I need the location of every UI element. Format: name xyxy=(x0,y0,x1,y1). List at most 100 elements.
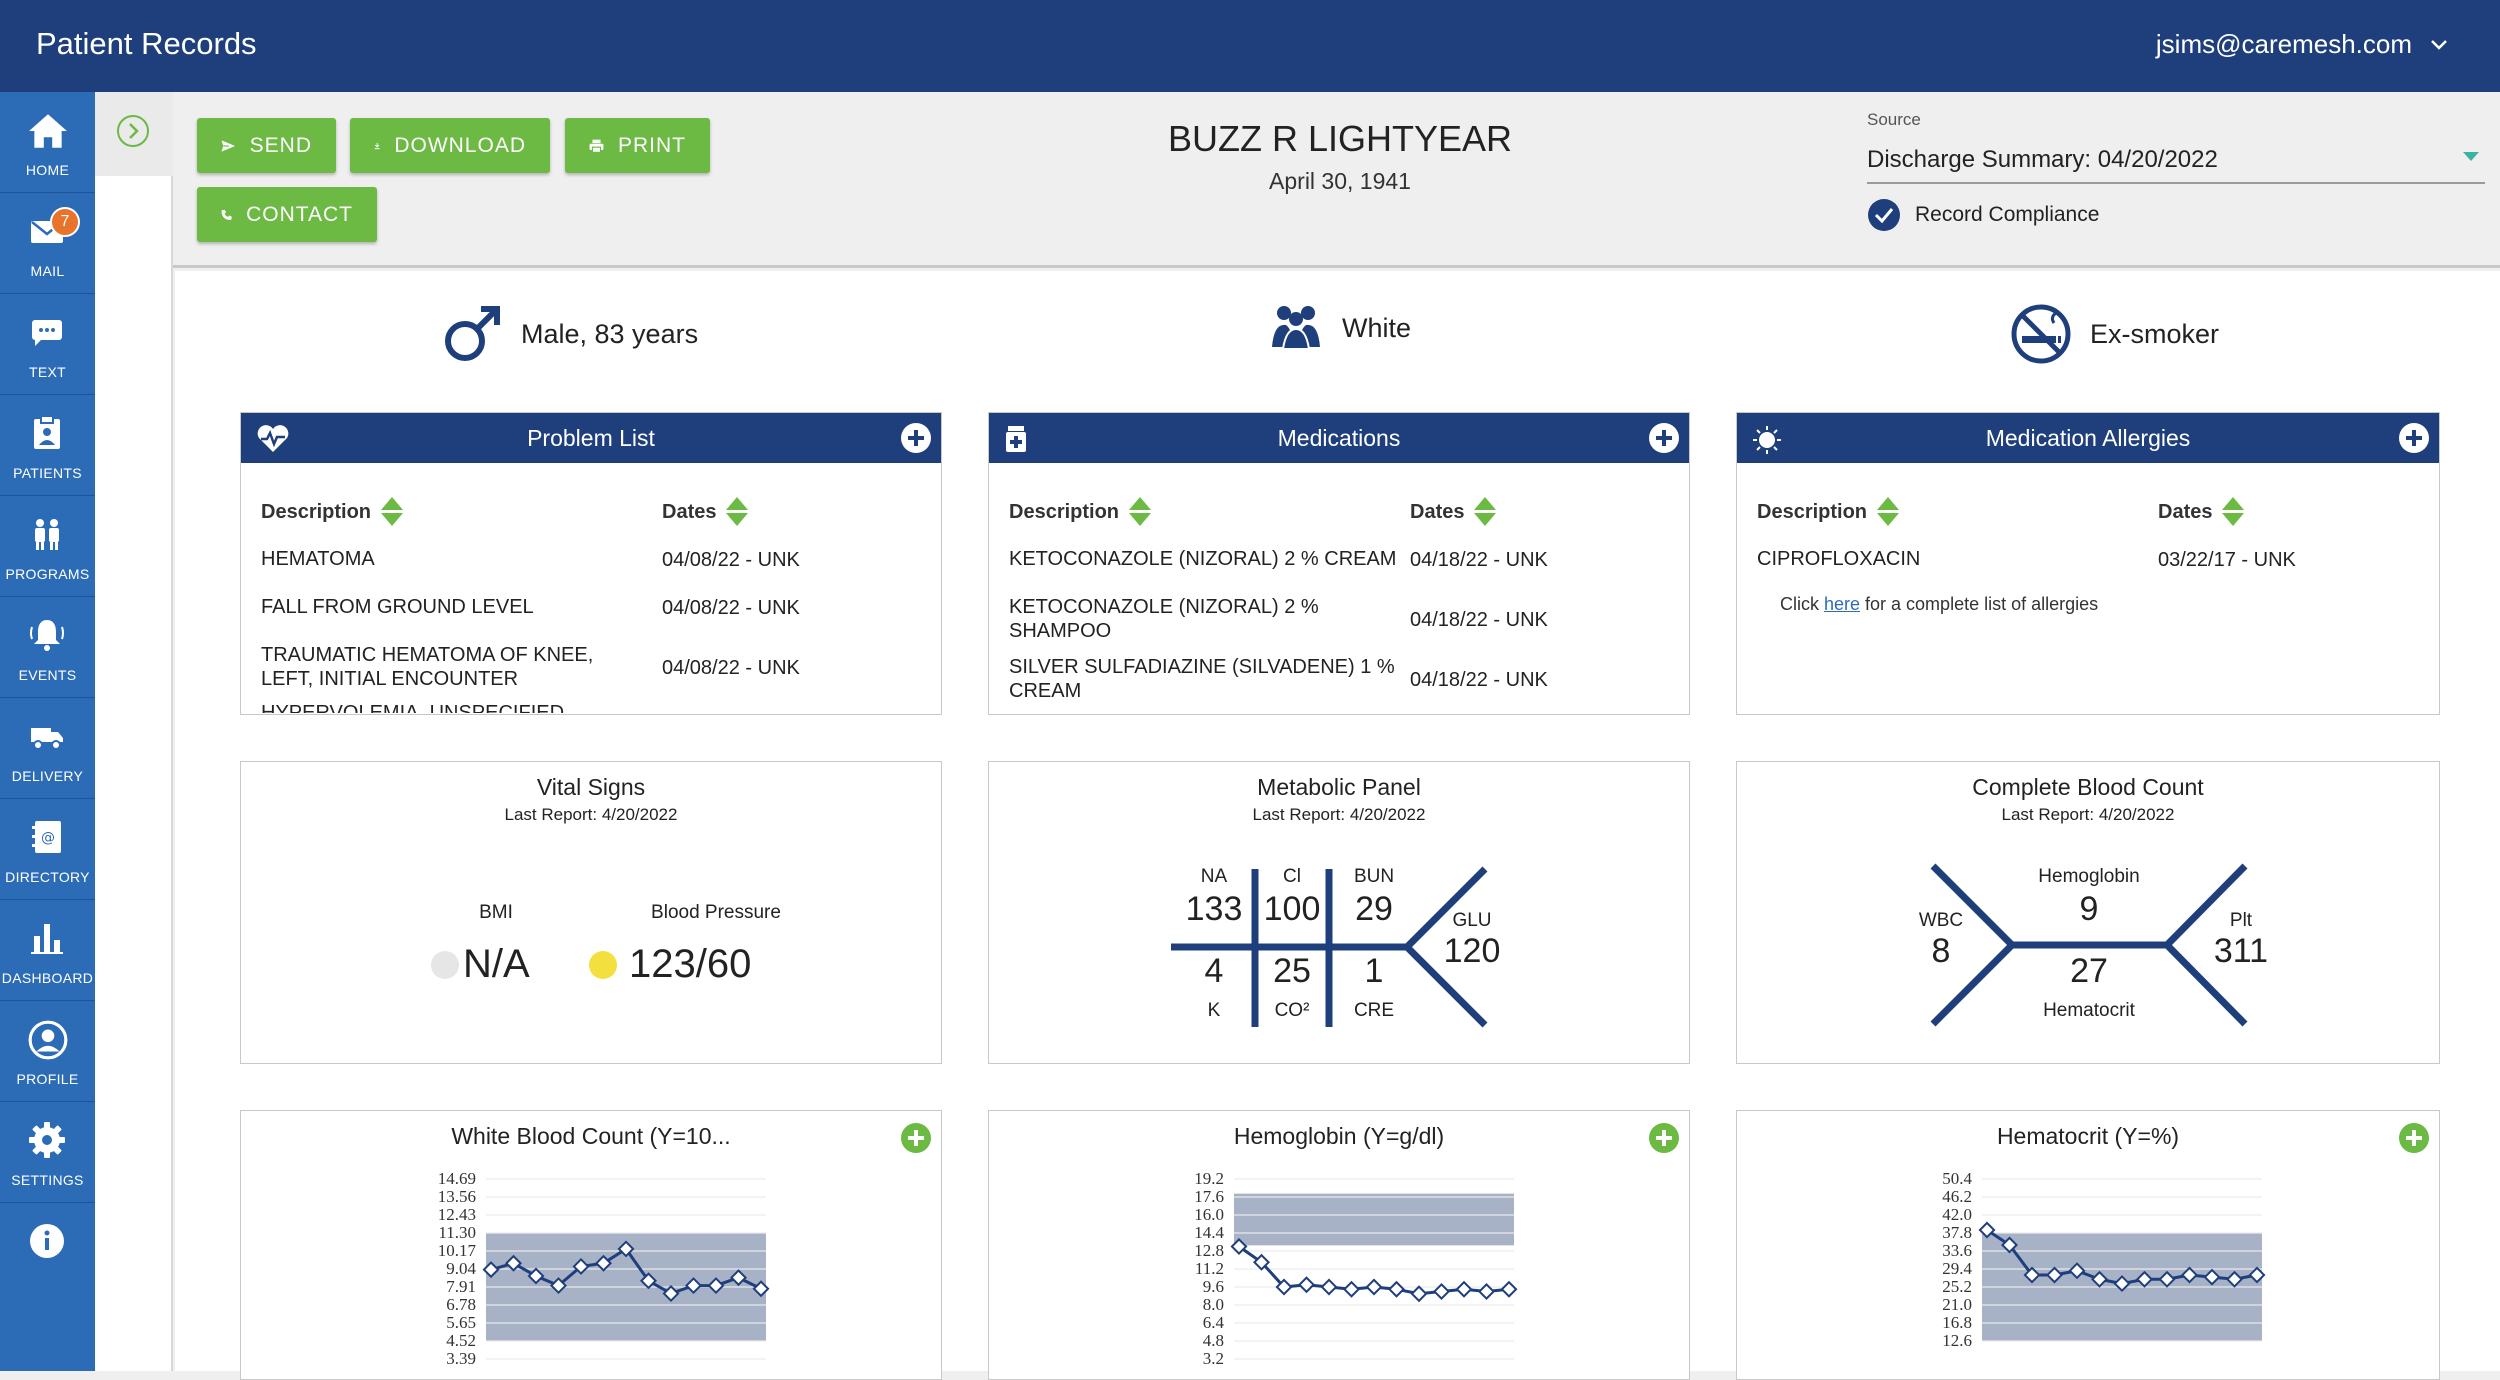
app-title: Patient Records xyxy=(36,26,257,61)
add-wbc-button[interactable] xyxy=(901,1123,931,1153)
blood-pressure-label: Blood Pressure xyxy=(651,902,781,923)
medication-dates-sort[interactable]: Dates xyxy=(1410,497,1497,527)
allergy-icon xyxy=(1753,426,1781,454)
allergies-here-link[interactable]: here xyxy=(1824,594,1861,614)
bun-label: BUN xyxy=(1353,866,1395,887)
medications-card: Medications Description Dates KETOCONAZO… xyxy=(988,412,1690,715)
send-label: SEND xyxy=(249,133,312,157)
co2-value: 25 xyxy=(1273,952,1311,990)
contact-button[interactable]: CONTACT xyxy=(197,187,377,242)
data-point xyxy=(2203,1268,2221,1286)
allergy-description-sort[interactable]: Description xyxy=(1757,497,1900,527)
vital-signs-last-report: Last Report: 4/20/2022 xyxy=(504,805,678,824)
sidebar-item-home[interactable]: HOME xyxy=(0,92,95,193)
contact-label: CONTACT xyxy=(246,202,353,226)
download-icon xyxy=(374,142,380,149)
cbc-fishbone-diagram xyxy=(1930,863,2248,1027)
record-compliance-label: Record Compliance xyxy=(1915,203,2100,226)
bmi-label: BMI xyxy=(479,902,513,923)
hemoglobin-chart-card: Hemoglobin (Y=g/dl) 19.2 17.6 16.0 14.4 12.8… xyxy=(988,1110,1690,1380)
column-header: Description xyxy=(1757,500,1868,523)
y-tick-label: 9.04 xyxy=(446,1259,476,1278)
data-point xyxy=(1478,1283,1495,1300)
bmi-status-dot xyxy=(431,951,459,979)
add-problem-button[interactable] xyxy=(901,423,931,453)
sort-icon xyxy=(726,497,749,527)
y-tick-label: 25.2 xyxy=(1942,1277,1972,1296)
wbc-chart-card: White Blood Count (Y=10... 14.69 13.56 12.… xyxy=(240,1110,942,1380)
y-tick-label: 6.78 xyxy=(446,1295,476,1314)
source-select[interactable]: Discharge Summary: 04/20/2022 xyxy=(1867,138,2485,184)
printer-icon xyxy=(589,139,604,153)
medications-title: Medications xyxy=(1277,425,1401,451)
line-chart: 14.6913.5612.4311.3010.179.047.916.785.6… xyxy=(438,1169,770,1368)
download-button[interactable]: DOWNLOAD xyxy=(350,118,550,173)
sidebar-item-settings[interactable]: SETTINGS xyxy=(0,1102,95,1203)
sidebar-item-label: PROFILE xyxy=(16,1071,79,1087)
heartbeat-icon xyxy=(257,425,289,452)
data-point xyxy=(1275,1278,1293,1296)
vital-signs-title: Vital Signs xyxy=(536,774,646,800)
check-circle-icon xyxy=(1868,199,1900,231)
data-point xyxy=(1298,1276,1315,1294)
column-header: Dates xyxy=(1410,500,1465,523)
sidebar-item-directory[interactable]: @ DIRECTORY xyxy=(0,799,95,900)
y-tick-label: 9.6 xyxy=(1203,1277,1224,1296)
send-button[interactable]: SEND xyxy=(197,118,336,173)
data-point xyxy=(482,1261,500,1279)
sidebar-item-events[interactable]: EVENTS xyxy=(0,597,95,698)
y-tick-label: 14.69 xyxy=(438,1169,476,1188)
expand-chevron-icon[interactable] xyxy=(116,114,150,148)
cl-label: Cl xyxy=(1283,866,1301,887)
problem-dates-sort[interactable]: Dates xyxy=(662,497,749,527)
directory-icon: @ xyxy=(32,821,61,853)
data-point xyxy=(1253,1253,1270,1271)
allergies-note: Click here for a complete list of allerg… xyxy=(1780,594,2098,615)
demographic-smoking: Ex-smoker xyxy=(2010,303,2219,365)
source-label: Source xyxy=(1867,110,1921,129)
problem-list-card: Problem List Description Dates HEMATOMA … xyxy=(240,412,942,715)
data-point xyxy=(2001,1236,2018,1254)
print-button[interactable]: PRINT xyxy=(565,118,710,173)
problem-description-sort[interactable]: Description xyxy=(261,497,404,527)
data-point xyxy=(707,1277,725,1295)
user-menu[interactable]: jsims@caremesh.com xyxy=(2156,29,2448,60)
add-allergy-button[interactable] xyxy=(2399,423,2429,453)
wbc-label: WBC xyxy=(1918,910,1964,931)
home-icon xyxy=(29,114,67,148)
sidebar-item-programs[interactable]: PROGRAMS xyxy=(0,496,95,597)
record-compliance[interactable]: Record Compliance xyxy=(1867,198,2099,232)
cbc-last-report: Last Report: 4/20/2022 xyxy=(2001,805,2175,824)
sidebar-item-dashboard[interactable]: DASHBOARD xyxy=(0,900,95,1001)
column-header: Dates xyxy=(2158,500,2213,523)
add-hemoglobin-button[interactable] xyxy=(1649,1123,1679,1153)
sidebar-item-info[interactable] xyxy=(0,1203,95,1304)
y-tick-label: 14.4 xyxy=(1194,1223,1224,1242)
delivery-icon xyxy=(31,728,63,750)
sidebar-item-patients[interactable]: PATIENTS xyxy=(0,395,95,496)
sidebar-item-delivery[interactable]: DELIVERY xyxy=(0,698,95,799)
data-point xyxy=(1500,1280,1518,1298)
medication-description-sort[interactable]: Description xyxy=(1009,497,1152,527)
data-point xyxy=(2158,1270,2176,1288)
metabolic-last-report: Last Report: 4/20/2022 xyxy=(1252,805,1426,824)
sidebar-item-mail[interactable]: 7 MAIL xyxy=(0,193,95,294)
y-tick-label: 29.4 xyxy=(1942,1259,1972,1278)
y-tick-label: 11.2 xyxy=(1195,1259,1224,1278)
data-point xyxy=(752,1280,770,1298)
phone-icon xyxy=(221,209,232,220)
medicine-bottle-icon xyxy=(1006,426,1026,452)
add-hematocrit-button[interactable] xyxy=(2399,1123,2429,1153)
y-tick-label: 42.0 xyxy=(1942,1205,1972,1224)
send-icon xyxy=(221,139,236,152)
allergy-dates-sort[interactable]: Dates xyxy=(2158,497,2245,527)
download-label: DOWNLOAD xyxy=(394,133,526,157)
sidebar-item-text[interactable]: TEXT xyxy=(0,294,95,395)
sidebar-item-label: PROGRAMS xyxy=(5,566,90,582)
data-point xyxy=(2113,1275,2131,1293)
add-medication-button[interactable] xyxy=(1649,423,1679,453)
sidebar-item-profile[interactable]: PROFILE xyxy=(0,1001,95,1102)
table-row-dates: 04/18/22 - UNK xyxy=(1410,609,1548,631)
mail-badge: 7 xyxy=(50,207,80,237)
plt-label: Plt xyxy=(2229,910,2253,931)
